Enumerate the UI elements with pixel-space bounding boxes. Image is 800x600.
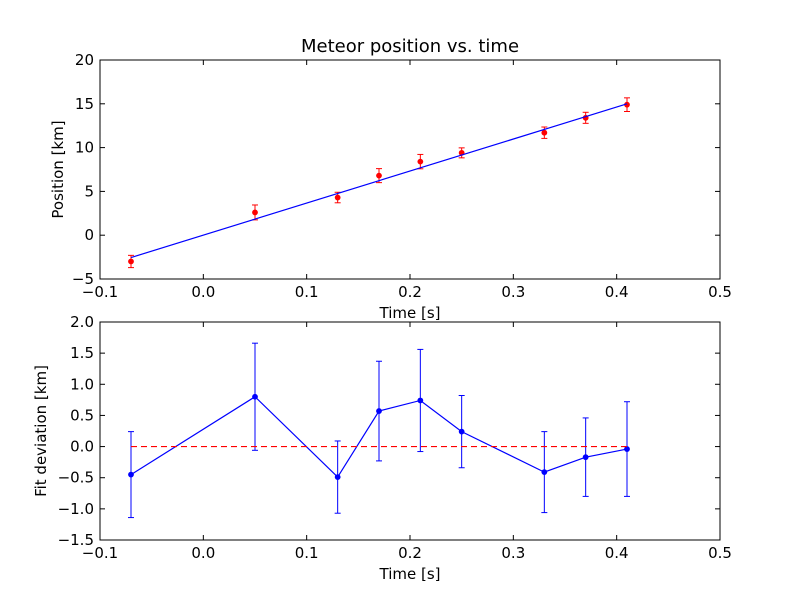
fit-line bbox=[130, 103, 628, 259]
y-tick-label: 1.0 bbox=[70, 375, 94, 393]
x-tick-label: 0.2 bbox=[398, 544, 422, 562]
y-tick-label: 0.0 bbox=[70, 438, 94, 456]
plot-area bbox=[128, 342, 630, 519]
chart-2: −0.1 0.0 0.1 0.2 0.3 0.4 0.5 −1.5 −1.0 −0.5 0.0 0.5… bbox=[32, 313, 732, 583]
x-tick-label: 0.3 bbox=[501, 544, 525, 562]
data-point bbox=[376, 408, 382, 414]
x-axis-label: Time [s] bbox=[379, 565, 441, 583]
data-point bbox=[417, 397, 424, 404]
x-tick-label: 0.3 bbox=[501, 283, 525, 301]
y-tick-label: −1.5 bbox=[58, 531, 94, 549]
data-point bbox=[334, 194, 341, 201]
data-point bbox=[334, 474, 341, 480]
x-tick-label: 0.5 bbox=[708, 283, 732, 301]
y-tick-label: 5 bbox=[84, 182, 94, 200]
data-point bbox=[582, 454, 589, 461]
y-axis-label: Position [km] bbox=[49, 120, 67, 218]
y-tick-label: −5 bbox=[72, 270, 94, 288]
y-tick-label: 20 bbox=[75, 51, 94, 69]
x-tick-label: 0.0 bbox=[191, 544, 215, 562]
data-point bbox=[376, 172, 382, 179]
x-axis-label: Time [s] bbox=[379, 304, 441, 322]
x-tick-label: 0.4 bbox=[605, 283, 629, 301]
plot-area bbox=[128, 97, 630, 269]
x-tick-label: 0.4 bbox=[605, 544, 629, 562]
chart-1: −0.1 0.0 0.1 0.2 0.3 0.4 0.5 −5 0 5 10 15 20 Time [s]… bbox=[49, 36, 732, 322]
data-point bbox=[624, 446, 630, 452]
y-tick-label: 1.5 bbox=[70, 344, 94, 362]
y-tick-label: 0 bbox=[84, 226, 94, 244]
y-tick-label: 10 bbox=[75, 139, 94, 157]
data-point bbox=[252, 209, 258, 216]
y-tick-label: 15 bbox=[75, 95, 94, 113]
x-tick-label: −0.1 bbox=[82, 544, 118, 562]
chart-title: Meteor position vs. time bbox=[301, 36, 519, 57]
x-tick-label: −0.1 bbox=[82, 283, 118, 301]
x-tick-label: 0.0 bbox=[191, 283, 215, 301]
data-point bbox=[252, 393, 258, 400]
data-point bbox=[417, 158, 424, 165]
data-point bbox=[541, 469, 548, 476]
data-point bbox=[128, 258, 134, 265]
data-point bbox=[458, 428, 465, 435]
x-tick-label: 0.2 bbox=[398, 283, 422, 301]
y-tick-label: −0.5 bbox=[58, 469, 94, 487]
y-tick-label: −1.0 bbox=[58, 500, 94, 518]
x-tick-label: 0.1 bbox=[295, 544, 319, 562]
y-tick-label: 0.5 bbox=[70, 406, 94, 424]
data-point bbox=[128, 471, 134, 478]
y-tick-label: 2.0 bbox=[70, 313, 94, 331]
axes-frame bbox=[99, 59, 721, 280]
data-point bbox=[541, 129, 548, 136]
x-tick-label: 0.5 bbox=[708, 544, 732, 562]
y-axis-label: Fit deviation [km] bbox=[32, 365, 50, 497]
x-tick-label: 0.1 bbox=[295, 283, 319, 301]
